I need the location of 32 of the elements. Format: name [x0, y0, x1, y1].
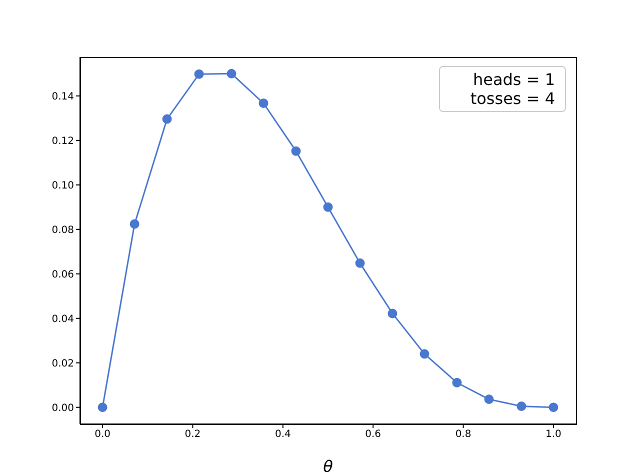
point [323, 202, 333, 212]
point [162, 114, 172, 124]
y-tick-label: 0.12 [52, 136, 74, 147]
x-tick-label: 1.0 [546, 429, 562, 440]
point [291, 146, 301, 156]
y-tick-label: 0.06 [52, 269, 74, 280]
y-tick-label: 0.00 [52, 402, 74, 414]
point [194, 69, 204, 79]
y-tick-label: 0.04 [52, 314, 74, 325]
y-tick-label: 0.02 [52, 358, 74, 370]
x-tick-label: 0.6 [365, 429, 382, 440]
y-tick-label: 0.10 [52, 180, 74, 192]
y-tick-label: 0.08 [52, 224, 74, 236]
point [484, 394, 494, 404]
point [516, 401, 526, 411]
x-tick-label: 0.0 [94, 429, 110, 440]
x-tick-label: 0.4 [274, 429, 291, 440]
point [130, 219, 140, 229]
y-tick-label: 0.14 [52, 91, 74, 102]
x-tick-label: 0.2 [184, 429, 201, 440]
point [98, 402, 108, 412]
x-tick-label: 0.8 [455, 429, 472, 440]
point [548, 402, 558, 412]
point [355, 258, 365, 268]
annotation: tosses = 4 [470, 89, 555, 108]
annotation: heads = 1 [472, 70, 555, 89]
x-axis-title: θ [323, 457, 334, 476]
point [452, 378, 462, 388]
point [258, 98, 268, 108]
point [420, 349, 430, 359]
point [388, 308, 398, 318]
point [226, 68, 236, 78]
